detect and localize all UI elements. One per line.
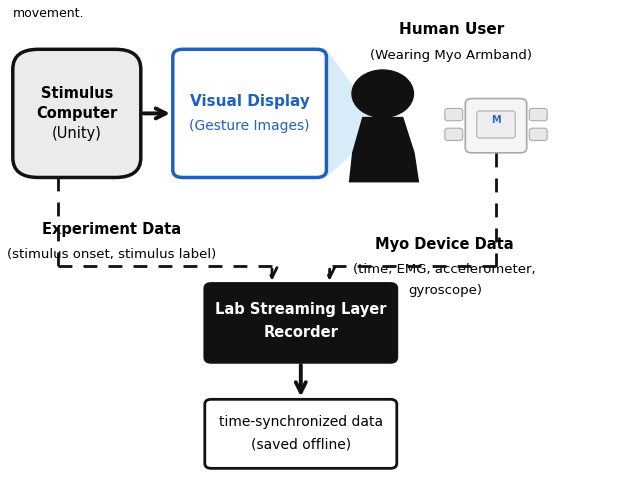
- FancyBboxPatch shape: [205, 283, 397, 362]
- Polygon shape: [326, 49, 383, 177]
- FancyBboxPatch shape: [477, 111, 515, 138]
- FancyBboxPatch shape: [13, 49, 141, 177]
- Text: Human User: Human User: [399, 22, 504, 37]
- Text: Recorder: Recorder: [264, 325, 338, 340]
- Text: Stimulus: Stimulus: [40, 86, 113, 101]
- FancyBboxPatch shape: [465, 99, 527, 153]
- Text: Computer: Computer: [36, 106, 117, 121]
- Text: (stimulus onset, stimulus label): (stimulus onset, stimulus label): [8, 248, 216, 261]
- FancyBboxPatch shape: [529, 108, 547, 121]
- Text: Experiment Data: Experiment Data: [42, 222, 182, 237]
- Text: gyroscope): gyroscope): [408, 284, 482, 297]
- Text: time-synchronized data: time-synchronized data: [219, 415, 383, 428]
- Text: (time, EMG, accelerometer,: (time, EMG, accelerometer,: [353, 263, 536, 276]
- FancyBboxPatch shape: [529, 128, 547, 141]
- Text: (Gesture Images): (Gesture Images): [189, 119, 310, 133]
- Text: M: M: [491, 115, 501, 125]
- Polygon shape: [349, 117, 419, 182]
- FancyBboxPatch shape: [205, 399, 397, 468]
- Text: (Unity): (Unity): [52, 126, 102, 141]
- FancyBboxPatch shape: [445, 128, 463, 141]
- Text: movement.: movement.: [13, 7, 84, 20]
- Circle shape: [352, 70, 413, 117]
- Text: (Wearing Myo Armband): (Wearing Myo Armband): [370, 49, 532, 62]
- Text: (saved offline): (saved offline): [251, 438, 351, 452]
- FancyBboxPatch shape: [445, 108, 463, 121]
- Text: Myo Device Data: Myo Device Data: [376, 237, 514, 251]
- Text: Lab Streaming Layer: Lab Streaming Layer: [215, 302, 387, 317]
- FancyBboxPatch shape: [173, 49, 326, 177]
- Text: Visual Display: Visual Display: [189, 94, 310, 108]
